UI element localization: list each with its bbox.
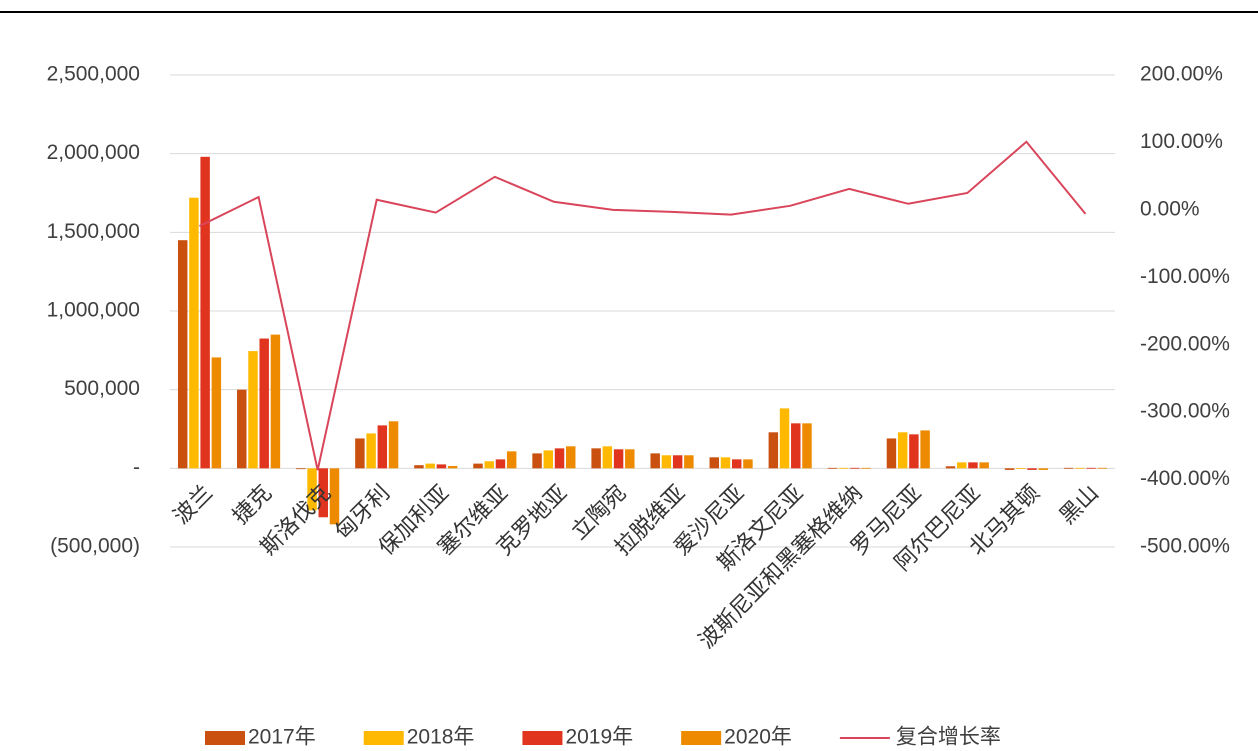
bar bbox=[473, 463, 483, 469]
bar bbox=[388, 421, 399, 469]
y2-tick-label: 200.00% bbox=[1140, 63, 1223, 86]
bar bbox=[177, 240, 188, 469]
y2-tick-label: 100.00% bbox=[1140, 130, 1223, 153]
bar bbox=[484, 461, 494, 469]
y2-tick-label: -500.00% bbox=[1140, 535, 1230, 558]
legend-label: 2020年 bbox=[724, 726, 792, 749]
y-tick-label: 2,500,000 bbox=[47, 63, 140, 86]
bar bbox=[377, 425, 388, 469]
bar bbox=[909, 434, 919, 469]
bar bbox=[613, 449, 624, 469]
bar bbox=[720, 457, 731, 469]
bar bbox=[661, 455, 672, 469]
bar bbox=[329, 468, 340, 525]
bar bbox=[307, 468, 317, 511]
bar bbox=[968, 462, 978, 469]
bar bbox=[447, 465, 458, 469]
legend-swatch bbox=[681, 731, 722, 745]
bar bbox=[248, 351, 258, 469]
bar bbox=[1086, 467, 1096, 469]
y2-tick-label: -200.00% bbox=[1140, 332, 1230, 355]
legend-label: 2018年 bbox=[407, 726, 475, 749]
bar bbox=[532, 453, 542, 469]
bar bbox=[318, 468, 328, 518]
bar bbox=[296, 468, 306, 470]
bar bbox=[802, 423, 812, 469]
legend-swatch bbox=[205, 731, 245, 745]
bar bbox=[945, 466, 956, 469]
bar bbox=[743, 459, 753, 469]
y-tick-label: 1,000,000 bbox=[47, 299, 140, 322]
bar bbox=[1038, 468, 1048, 470]
bar bbox=[495, 459, 506, 469]
bar bbox=[270, 334, 281, 469]
bar bbox=[259, 338, 269, 469]
y-tick-label: (500,000) bbox=[50, 535, 140, 558]
legend-label: 2017年 bbox=[248, 726, 316, 749]
y-tick-label: - bbox=[133, 456, 140, 479]
y2-tick-label: 0.00% bbox=[1140, 197, 1200, 220]
legend-label: 复合增长率 bbox=[896, 726, 1001, 749]
x-tick-label: 黑山 bbox=[1054, 480, 1103, 529]
bar bbox=[237, 389, 247, 469]
bar bbox=[709, 457, 719, 469]
y2-tick-label: -100.00% bbox=[1140, 265, 1230, 288]
legend-swatch bbox=[522, 731, 563, 745]
bar bbox=[189, 197, 199, 469]
bar bbox=[1063, 467, 1074, 469]
bar bbox=[366, 433, 376, 469]
y-tick-label: 1,500,000 bbox=[47, 220, 140, 243]
bar bbox=[850, 467, 860, 469]
bar bbox=[1016, 468, 1026, 469]
legend-label: 2019年 bbox=[565, 726, 633, 749]
bar bbox=[920, 430, 930, 469]
bar bbox=[886, 438, 897, 469]
legend-swatch bbox=[363, 731, 404, 745]
bar bbox=[566, 446, 576, 469]
bar bbox=[355, 438, 365, 469]
bar bbox=[779, 408, 790, 469]
y2-tick-label: -300.00% bbox=[1140, 400, 1230, 423]
bar bbox=[731, 459, 742, 469]
bar bbox=[1004, 468, 1015, 470]
bar bbox=[543, 450, 554, 469]
x-tick-label: 波兰 bbox=[168, 480, 217, 529]
x-tick-label: 捷克 bbox=[227, 480, 276, 529]
bar bbox=[650, 453, 660, 469]
y-tick-label: 500,000 bbox=[64, 377, 140, 400]
bar bbox=[897, 432, 908, 469]
bar bbox=[957, 462, 967, 469]
line-series bbox=[199, 140, 1087, 471]
bar bbox=[602, 446, 613, 469]
bar bbox=[425, 463, 435, 469]
bar bbox=[554, 448, 565, 469]
bar bbox=[200, 156, 210, 469]
bar bbox=[436, 464, 447, 469]
bar bbox=[625, 449, 635, 469]
bar bbox=[791, 423, 801, 469]
bar bbox=[838, 467, 849, 469]
bar bbox=[861, 467, 871, 469]
bar bbox=[506, 451, 517, 469]
bar bbox=[591, 448, 601, 469]
bar bbox=[1075, 467, 1085, 469]
y-tick-label: 2,000,000 bbox=[47, 141, 140, 164]
bar bbox=[1097, 467, 1108, 469]
bar bbox=[1027, 468, 1037, 470]
bar bbox=[684, 455, 694, 469]
y2-tick-label: -400.00% bbox=[1140, 467, 1230, 490]
bar bbox=[672, 455, 683, 469]
bar bbox=[211, 357, 222, 469]
bar bbox=[768, 432, 779, 469]
bar bbox=[414, 465, 424, 469]
bar bbox=[827, 467, 838, 469]
bar bbox=[979, 462, 989, 469]
